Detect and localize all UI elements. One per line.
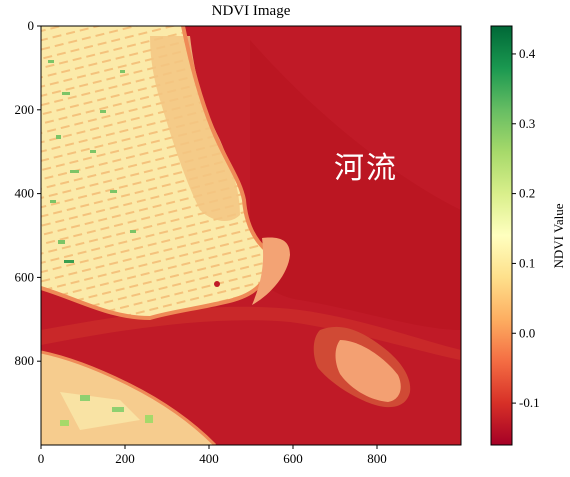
plot-frame: [40, 25, 462, 446]
vegetation-south: [60, 395, 153, 426]
colorbar-tick-label: 0.1: [519, 255, 535, 270]
y-tick-label: 600: [15, 269, 35, 284]
y-tick-label: 800: [15, 353, 35, 368]
vegetation-patches: [48, 60, 136, 263]
colorbar-tick-label: 0.2: [519, 186, 535, 201]
colorbar-label: NDVI Value: [551, 203, 566, 268]
ndvi-image: [41, 26, 461, 445]
y-axis: 0 200 400 600 800: [15, 18, 41, 368]
x-tick-label: 800: [367, 451, 387, 466]
y-tick-label: 400: [15, 186, 35, 201]
land-south-fields: [60, 392, 140, 430]
river-dark-band: [247, 40, 461, 330]
shoreline-south: [41, 350, 217, 445]
x-tick-label: 0: [38, 451, 45, 466]
river-annotation: 河流: [334, 151, 398, 186]
river-light-streak: [41, 306, 461, 360]
colorbar-axis: -0.1 0.0 0.1 0.2 0.3 0.4: [512, 46, 540, 410]
land-north: [41, 26, 270, 318]
colorbar-tick-label: 0.3: [519, 116, 535, 131]
x-tick-label: 400: [199, 451, 219, 466]
colorbar-tick-label: 0.0: [519, 325, 535, 340]
colorbar-tick-label: -0.1: [519, 395, 540, 410]
small-pond: [214, 281, 220, 287]
sandbar-core: [335, 340, 401, 402]
colorbar: [490, 25, 513, 446]
x-tick-label: 200: [115, 451, 135, 466]
chart-title: NDVI Image: [212, 3, 291, 19]
urban-core: [150, 36, 240, 222]
y-tick-label: 200: [15, 102, 35, 117]
colorbar-tick-label: 0.4: [519, 46, 536, 61]
x-axis: 0 200 400 600 800: [38, 445, 387, 466]
spit: [252, 237, 290, 305]
x-tick-label: 600: [283, 451, 303, 466]
y-tick-label: 0: [28, 18, 35, 33]
